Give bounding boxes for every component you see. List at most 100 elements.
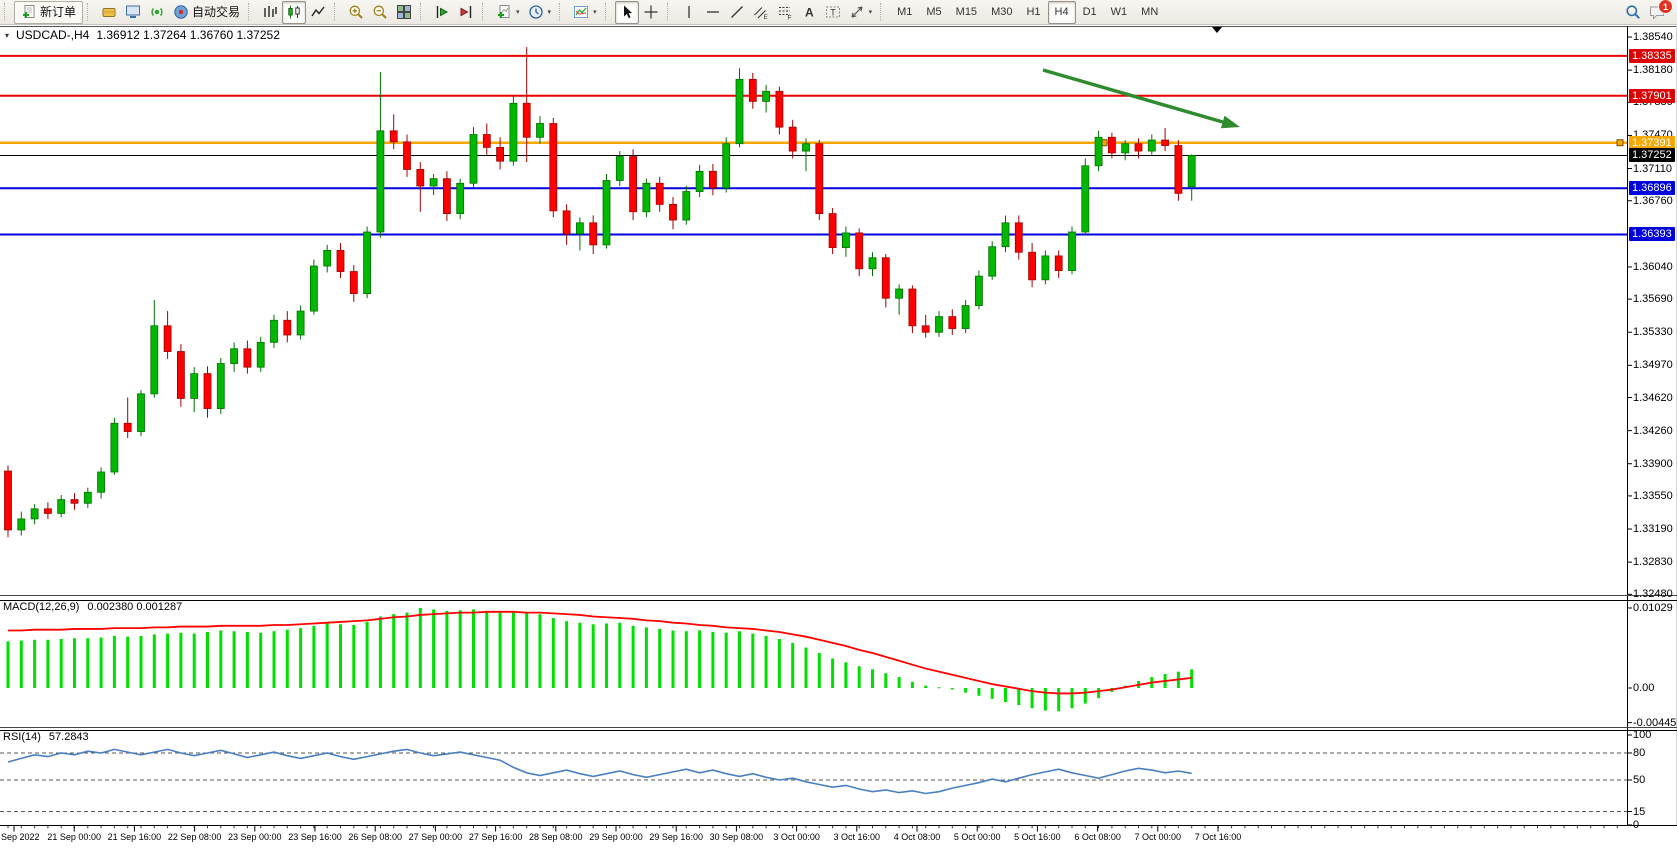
toolbar-button-tf-mn[interactable]: MN bbox=[1134, 1, 1165, 24]
toolbar-button-fibonacci-retracement[interactable]: F bbox=[773, 1, 797, 24]
price-badge: 1.37391 bbox=[1629, 135, 1675, 150]
toolbar-button-bar-chart-mode[interactable] bbox=[258, 1, 282, 24]
autotrade-icon bbox=[173, 4, 189, 20]
price-axis-label: 1.36760 bbox=[1633, 194, 1673, 207]
toolbar-button-auto-scroll[interactable] bbox=[430, 1, 454, 24]
chart-plot-area[interactable] bbox=[0, 24, 1627, 825]
toolbar-button-vertical-line[interactable] bbox=[677, 1, 701, 24]
toolbar-button-indicators-list[interactable]: ▾ bbox=[569, 1, 601, 24]
toolbar-button-cursor[interactable] bbox=[614, 0, 639, 24]
time-axis-label: 26 Sep 08:00 bbox=[348, 832, 402, 842]
chart-shift-icon bbox=[458, 4, 474, 20]
toolbar-button-signals[interactable] bbox=[145, 1, 169, 24]
time-axis-label: 28 Sep 08:00 bbox=[529, 832, 583, 842]
price-axis-label: 1.34970 bbox=[1633, 359, 1673, 372]
rsi-axis-label: 15 bbox=[1633, 805, 1646, 818]
toolbar-separator bbox=[248, 3, 255, 21]
toolbar-separator bbox=[666, 3, 674, 21]
toolbar-button-new-chart[interactable]: ▾ bbox=[492, 1, 524, 24]
toolbar-button-auto-trading[interactable]: 自动交易 bbox=[169, 1, 244, 24]
toolbar-button-search[interactable] bbox=[1625, 4, 1641, 20]
toolbar-separator bbox=[559, 3, 566, 21]
terminal-icon bbox=[125, 4, 141, 20]
text-icon: A bbox=[801, 4, 817, 20]
toolbar-separator bbox=[334, 3, 341, 21]
toolbar-button-tf-w1[interactable]: W1 bbox=[1104, 1, 1135, 24]
toolbar-button-label: H4 bbox=[1054, 6, 1069, 18]
indicators-icon bbox=[573, 4, 589, 20]
toolbar-button-label: W1 bbox=[1110, 6, 1128, 18]
toolbar-button-tf-d1[interactable]: D1 bbox=[1076, 1, 1104, 24]
price-badge: 1.37252 bbox=[1629, 148, 1675, 163]
fibonacci-icon: F bbox=[777, 4, 793, 20]
chart-ohlc-values: 1.36912 1.37264 1.36760 1.37252 bbox=[96, 28, 280, 42]
toolbar-button-label: 新订单 bbox=[40, 5, 77, 19]
time-axis-label: 3 Oct 16:00 bbox=[833, 832, 881, 842]
toolbar-button-terminal[interactable] bbox=[121, 1, 145, 24]
toolbar-button-zoom-in[interactable] bbox=[344, 1, 368, 24]
toolbar-button-tile-windows[interactable] bbox=[392, 1, 416, 24]
macd-values: 0.002380 0.001287 bbox=[87, 601, 183, 613]
toolbar-button-tf-m15[interactable]: M15 bbox=[949, 1, 984, 24]
channel-icon: E bbox=[753, 4, 769, 20]
toolbar-button-horizontal-line[interactable] bbox=[701, 1, 725, 24]
price-badge: 1.36393 bbox=[1629, 227, 1675, 242]
toolbar-right: 1 bbox=[1625, 0, 1677, 20]
price-axis-label: 1.33550 bbox=[1633, 489, 1673, 502]
price-axis-label: 1.33900 bbox=[1633, 457, 1673, 470]
toolbar-separator bbox=[87, 3, 94, 21]
crosshair-icon bbox=[643, 4, 659, 20]
toolbar-button-text-label-tool[interactable]: T bbox=[821, 1, 845, 24]
time-axis-label: 23 Sep 00:00 bbox=[228, 832, 282, 842]
rsi-label-row: RSI(14) 57.2843 bbox=[3, 731, 89, 743]
new-order-icon bbox=[21, 4, 37, 20]
toolbar-button-label: M15 bbox=[955, 6, 978, 18]
price-axis[interactable]: 1.385401.381801.378301.374701.371101.367… bbox=[1628, 24, 1677, 831]
toolbar-button-arrows-tool[interactable]: ▾ bbox=[845, 1, 877, 24]
toolbar-button-tf-h1[interactable]: H1 bbox=[1019, 1, 1047, 24]
toolbar-button-tf-m1[interactable]: M1 bbox=[890, 1, 919, 24]
toolbar-button-text-tool[interactable]: A bbox=[797, 1, 821, 24]
toolbar-button-candlestick-mode[interactable] bbox=[282, 0, 307, 24]
macd-label: MACD(12,26,9) bbox=[3, 601, 80, 613]
toolbar-button-quotes[interactable] bbox=[97, 1, 121, 24]
toolbar-button-profiles[interactable]: ▾ bbox=[524, 1, 556, 24]
time-axis-label: 5 Oct 00:00 bbox=[953, 832, 1001, 842]
profiles-icon bbox=[528, 4, 544, 20]
quotes-icon bbox=[101, 4, 117, 20]
macd-label-row: MACD(12,26,9) 0.002380 0.001287 bbox=[3, 601, 182, 613]
chevron-down-icon: ▾ bbox=[516, 9, 520, 16]
toolbar-button-equidistant-channel[interactable]: E bbox=[749, 1, 773, 24]
zoom-out-icon bbox=[372, 4, 388, 20]
toolbar-button-line-chart-mode[interactable] bbox=[306, 1, 330, 24]
chevron-down-icon[interactable]: ▾ bbox=[5, 30, 10, 40]
chevron-down-icon: ▾ bbox=[547, 9, 552, 16]
toolbar-button-trendline[interactable] bbox=[725, 1, 749, 24]
toolbar-button-new-order[interactable]: 新订单 bbox=[14, 0, 84, 24]
text-label-icon: T bbox=[825, 4, 841, 20]
shapes-icon bbox=[849, 4, 865, 20]
chart-line-icon bbox=[310, 4, 326, 20]
price-axis-label: 1.38180 bbox=[1633, 64, 1673, 77]
time-axis-label: 27 Sep 16:00 bbox=[468, 832, 523, 842]
vline-icon bbox=[681, 4, 697, 20]
signals-icon bbox=[149, 4, 165, 20]
toolbar-button-crosshair[interactable] bbox=[639, 1, 663, 24]
chevron-down-icon: ▾ bbox=[868, 9, 873, 16]
toolbar-button-tf-h4[interactable]: H4 bbox=[1047, 0, 1076, 24]
toolbar-button-tf-m30[interactable]: M30 bbox=[984, 1, 1019, 24]
chart-bars-icon bbox=[262, 4, 278, 20]
tile-windows-icon bbox=[396, 4, 412, 20]
toolbar-button-zoom-out[interactable] bbox=[368, 1, 392, 24]
macd-axis-label: 0.01029 bbox=[1633, 602, 1673, 614]
time-axis[interactable]: 20 Sep 2022 21 Sep 00:00 21 Sep 16:00 22 Se… bbox=[0, 826, 1628, 852]
rsi-axis-label: 100 bbox=[1633, 729, 1652, 741]
toolbar-button-notifications[interactable]: 1 bbox=[1649, 0, 1673, 20]
toolbar-button-tf-m5[interactable]: M5 bbox=[919, 1, 948, 24]
time-axis-label: 7 Oct 16:00 bbox=[1194, 832, 1242, 842]
chart-title: USDCAD-,H4 bbox=[16, 28, 90, 42]
rsi-axis-label: 50 bbox=[1633, 774, 1646, 786]
toolbar-button-chart-shift[interactable] bbox=[454, 1, 478, 24]
toolbar-button-label: 自动交易 bbox=[192, 5, 241, 19]
